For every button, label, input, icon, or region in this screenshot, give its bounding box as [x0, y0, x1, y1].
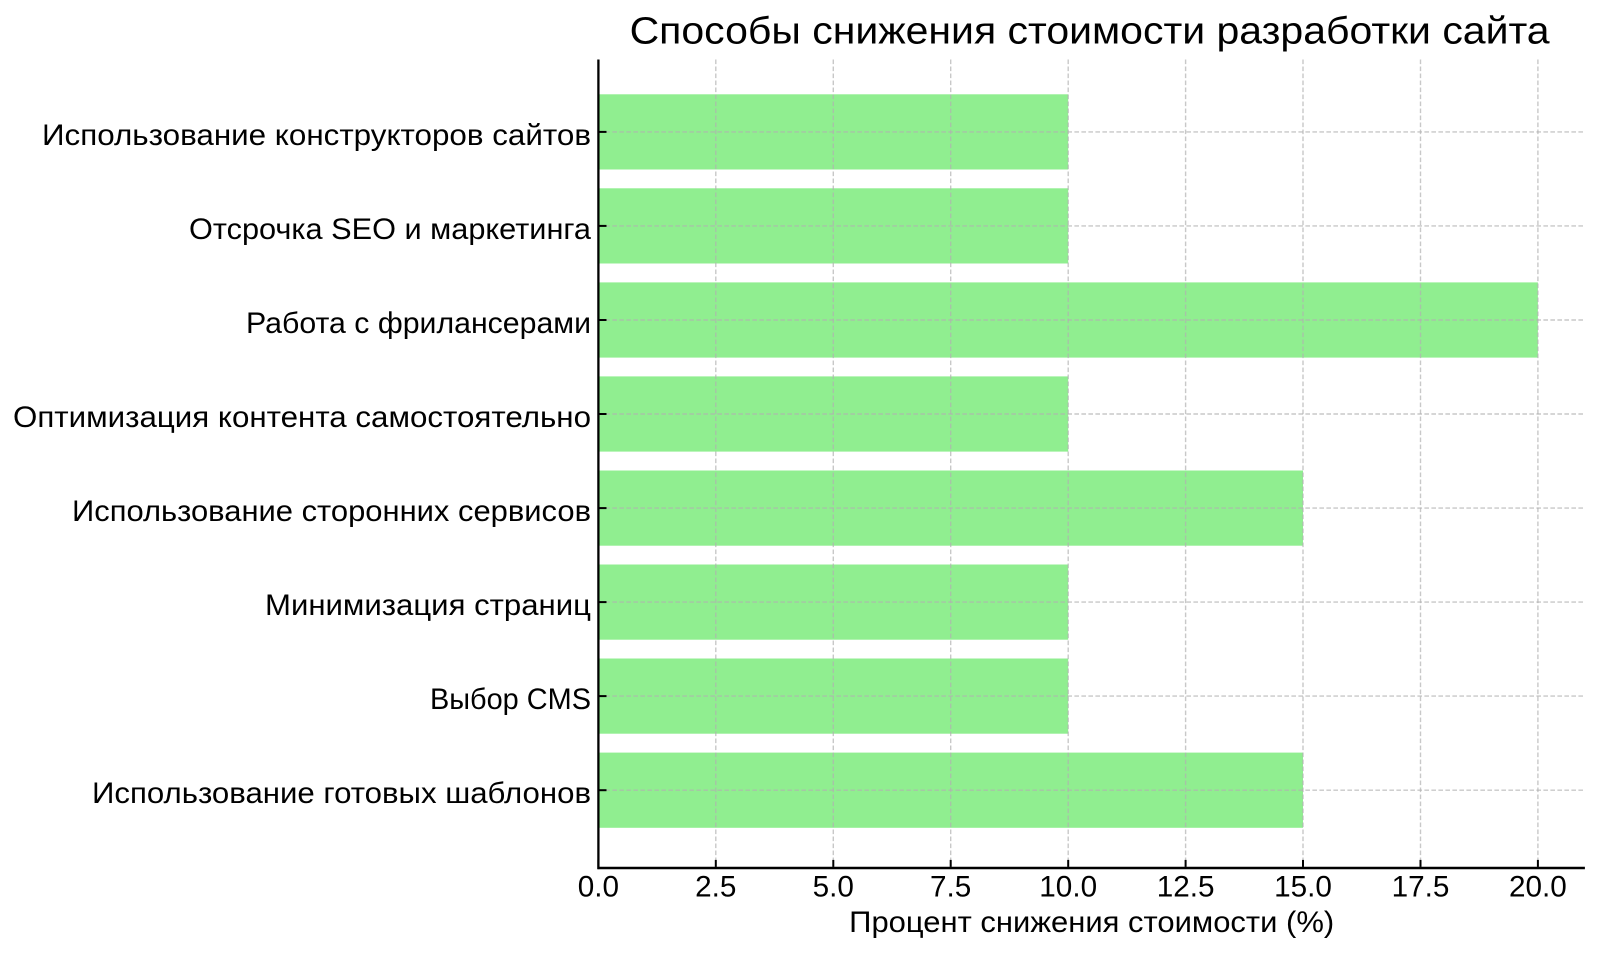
- svg-text:Использование готовых шаблонов: Использование готовых шаблонов: [92, 777, 591, 810]
- svg-text:0.0: 0.0: [578, 870, 619, 903]
- svg-text:Отсрочка SEO и маркетинга: Отсрочка SEO и маркетинга: [189, 213, 591, 246]
- svg-text:Минимизация страниц: Минимизация страниц: [265, 589, 591, 622]
- svg-text:12.5: 12.5: [1157, 870, 1215, 903]
- svg-text:10.0: 10.0: [1039, 870, 1097, 903]
- svg-text:15.0: 15.0: [1274, 870, 1332, 903]
- svg-text:Использование конструкторов са: Использование конструкторов сайтов: [42, 119, 591, 152]
- svg-text:20.0: 20.0: [1509, 870, 1567, 903]
- svg-text:Оптимизация контента самостоят: Оптимизация контента самостоятельно: [13, 401, 591, 434]
- svg-text:Работа с фрилансерами: Работа с фрилансерами: [246, 307, 591, 340]
- svg-text:Выбор CMS: Выбор CMS: [430, 683, 591, 716]
- svg-text:Процент снижения стоимости (%): Процент снижения стоимости (%): [849, 906, 1334, 939]
- svg-text:2.5: 2.5: [695, 870, 736, 903]
- svg-text:Использование сторонних сервис: Использование сторонних сервисов: [72, 495, 591, 528]
- svg-text:7.5: 7.5: [930, 870, 971, 903]
- svg-text:17.5: 17.5: [1392, 870, 1450, 903]
- svg-text:Способы снижения стоимости раз: Способы снижения стоимости разработки са…: [630, 10, 1551, 53]
- svg-text:5.0: 5.0: [813, 870, 854, 903]
